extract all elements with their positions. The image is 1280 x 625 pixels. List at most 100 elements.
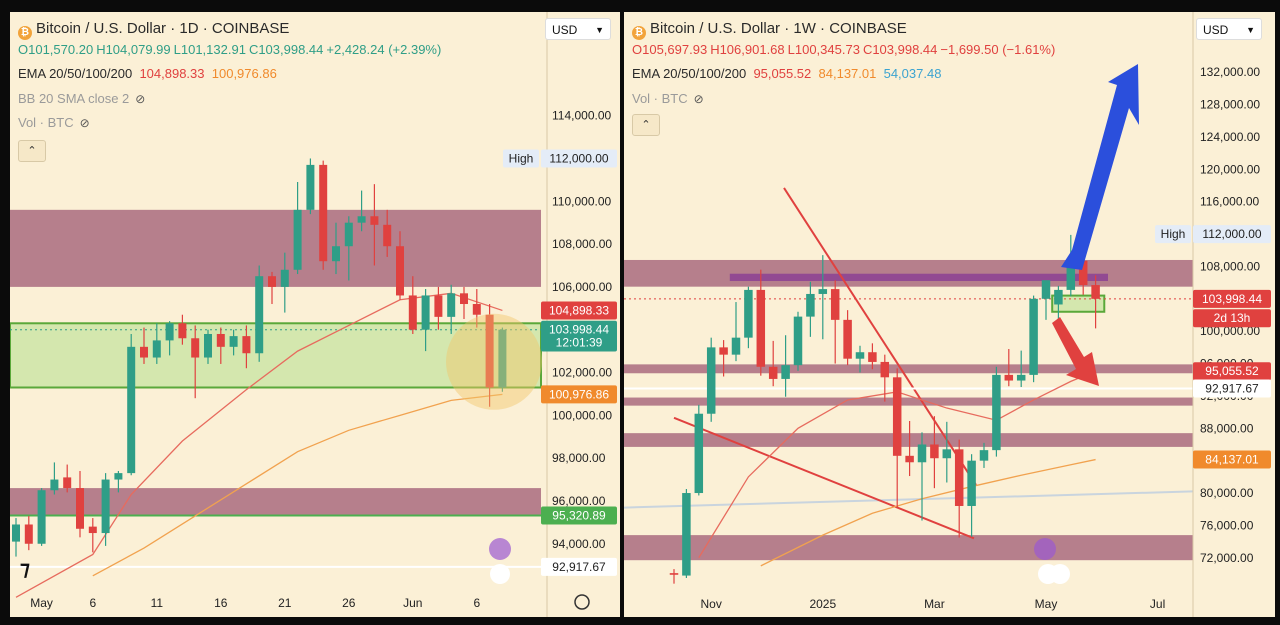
- resistance-zone: [624, 259, 1193, 287]
- candle-body: [768, 366, 778, 379]
- high-tag-label: High: [509, 151, 534, 165]
- y-tick-label: 108,000.00: [1200, 259, 1260, 273]
- candle-body: [843, 319, 852, 359]
- x-tick-label: 11: [151, 596, 164, 610]
- candle-body: [408, 295, 417, 330]
- collapse-legend-button[interactable]: ⌃: [632, 114, 660, 136]
- candle-body: [731, 337, 741, 355]
- price-tag-label: 103,998.44: [1202, 292, 1262, 306]
- candle-body: [344, 222, 353, 247]
- candle-body: [88, 526, 97, 534]
- y-tick-label: 120,000.00: [1200, 162, 1260, 176]
- price-tag: [541, 557, 617, 576]
- candle-body: [370, 216, 379, 225]
- candle-body: [332, 246, 340, 262]
- candle-body: [127, 346, 136, 474]
- candle-body: [485, 314, 494, 388]
- hidden-eye-icon[interactable]: ⊘: [693, 92, 704, 106]
- y-tick-label: 116,000.00: [1200, 195, 1259, 209]
- y-tick-label: 98,000.00: [552, 451, 606, 465]
- y-tick-label: 108,000.00: [552, 237, 612, 251]
- weekly-chart-canvas[interactable]: 72,000.0076,000.0080,000.0084,000.0088,0…: [624, 12, 1275, 617]
- price-tag-label: 112,000.00: [549, 151, 608, 165]
- candle-body: [460, 293, 468, 305]
- candle-body: [967, 460, 976, 506]
- candle-body: [1078, 260, 1088, 286]
- daily-chart-panel[interactable]: ⁊ 94,000.00 96,000.00 98,000.00 100,000.00 10…: [10, 12, 620, 617]
- candle-body: [357, 216, 366, 223]
- candle-body: [76, 488, 84, 529]
- ohlc-readout: O101,570.20 H104,079.99 L101,132.91 C103,99…: [18, 42, 442, 57]
- price-tag: [541, 149, 617, 168]
- y-tick-label: 96,000.00: [552, 494, 606, 508]
- ema-legend[interactable]: EMA 20/50/100/200 95,055.52 84,137.01 54…: [632, 66, 942, 81]
- price-tag: [1193, 362, 1271, 381]
- y-tick-label: 80,000.00: [1200, 486, 1254, 500]
- price-tag: [1193, 225, 1271, 244]
- candle-body: [917, 444, 927, 463]
- x-tick-label: 21: [278, 596, 292, 610]
- price-tag-label: 2d 13h: [1214, 311, 1251, 325]
- hidden-eye-icon[interactable]: ⊘: [135, 92, 146, 106]
- candle-body: [756, 289, 766, 367]
- trend-line-red: [783, 187, 977, 486]
- price-tag: [1193, 379, 1271, 398]
- candle-body: [306, 164, 315, 210]
- y-tick-label: 102,000.00: [552, 366, 612, 380]
- candle-body: [694, 413, 704, 494]
- candle-body: [905, 455, 914, 463]
- candle-body: [892, 377, 902, 456]
- y-tick-label: 94,000.00: [552, 537, 606, 551]
- candle-body: [880, 361, 890, 378]
- high-tag: [1155, 225, 1191, 244]
- candle-body: [268, 276, 276, 287]
- currency-select[interactable]: USD ▼: [545, 18, 611, 40]
- lightning-icon: [489, 538, 511, 560]
- candle-body: [383, 224, 392, 247]
- trend-line-red: [673, 416, 975, 540]
- lightning-icon: [1034, 538, 1056, 560]
- candle-body: [498, 329, 507, 388]
- daily-chart-canvas[interactable]: ⁊ 94,000.00 96,000.00 98,000.00 100,000.00 10…: [10, 12, 620, 617]
- candle-body: [1054, 289, 1063, 305]
- chevron-down-icon: ▼: [1246, 25, 1255, 35]
- x-tick-label: Jul: [1150, 597, 1165, 611]
- price-tag: [541, 301, 617, 320]
- candle-body: [706, 347, 716, 414]
- weekly-chart-panel[interactable]: 72,000.0076,000.0080,000.0084,000.0088,0…: [624, 12, 1275, 617]
- volume-legend[interactable]: Vol · BTC ⊘: [632, 91, 704, 106]
- candle-body: [954, 449, 964, 506]
- bitcoin-icon: ₿: [18, 26, 32, 40]
- y-tick-label: 110,000.00: [552, 194, 611, 208]
- candle-body: [979, 450, 989, 461]
- y-tick-label: 106,000.00: [552, 280, 612, 294]
- y-tick-label: 100,000.00: [1200, 324, 1260, 338]
- y-tick-label: 114,000.00: [552, 109, 611, 123]
- high-tag-label: High: [1161, 227, 1186, 241]
- hidden-eye-icon[interactable]: ⊘: [79, 116, 90, 130]
- x-tick-label: 16: [214, 596, 228, 610]
- ohlc-readout: O105,697.93 H106,901.68 L100,345.73 C103,99…: [632, 42, 1056, 57]
- ema-legend[interactable]: EMA 20/50/100/200 104,898.33 100,976.86: [18, 66, 277, 81]
- collapse-legend-button[interactable]: ⌃: [18, 140, 46, 162]
- currency-select[interactable]: USD ▼: [1196, 18, 1262, 40]
- candle-body: [101, 479, 110, 534]
- price-tag-label: 100,976.86: [549, 387, 609, 401]
- y-tick-label: 128,000.00: [1200, 98, 1260, 112]
- candle-body: [744, 289, 753, 338]
- candle-body: [140, 346, 148, 358]
- volume-legend[interactable]: Vol · BTC ⊘: [18, 115, 90, 130]
- candle-body: [1066, 260, 1076, 290]
- candle-body: [447, 293, 456, 317]
- candle-body: [781, 365, 790, 379]
- candle-body: [1016, 374, 1026, 381]
- support-box: [1051, 294, 1106, 313]
- candle-body: [165, 323, 174, 341]
- candle-body: [669, 573, 679, 575]
- chevron-down-icon: ▼: [595, 25, 604, 35]
- bb-legend[interactable]: BB 20 SMA close 2 ⊘: [18, 91, 146, 106]
- candle-body: [293, 209, 302, 270]
- candle-body: [806, 293, 815, 317]
- candle-body: [114, 473, 123, 480]
- candle-body: [12, 524, 20, 542]
